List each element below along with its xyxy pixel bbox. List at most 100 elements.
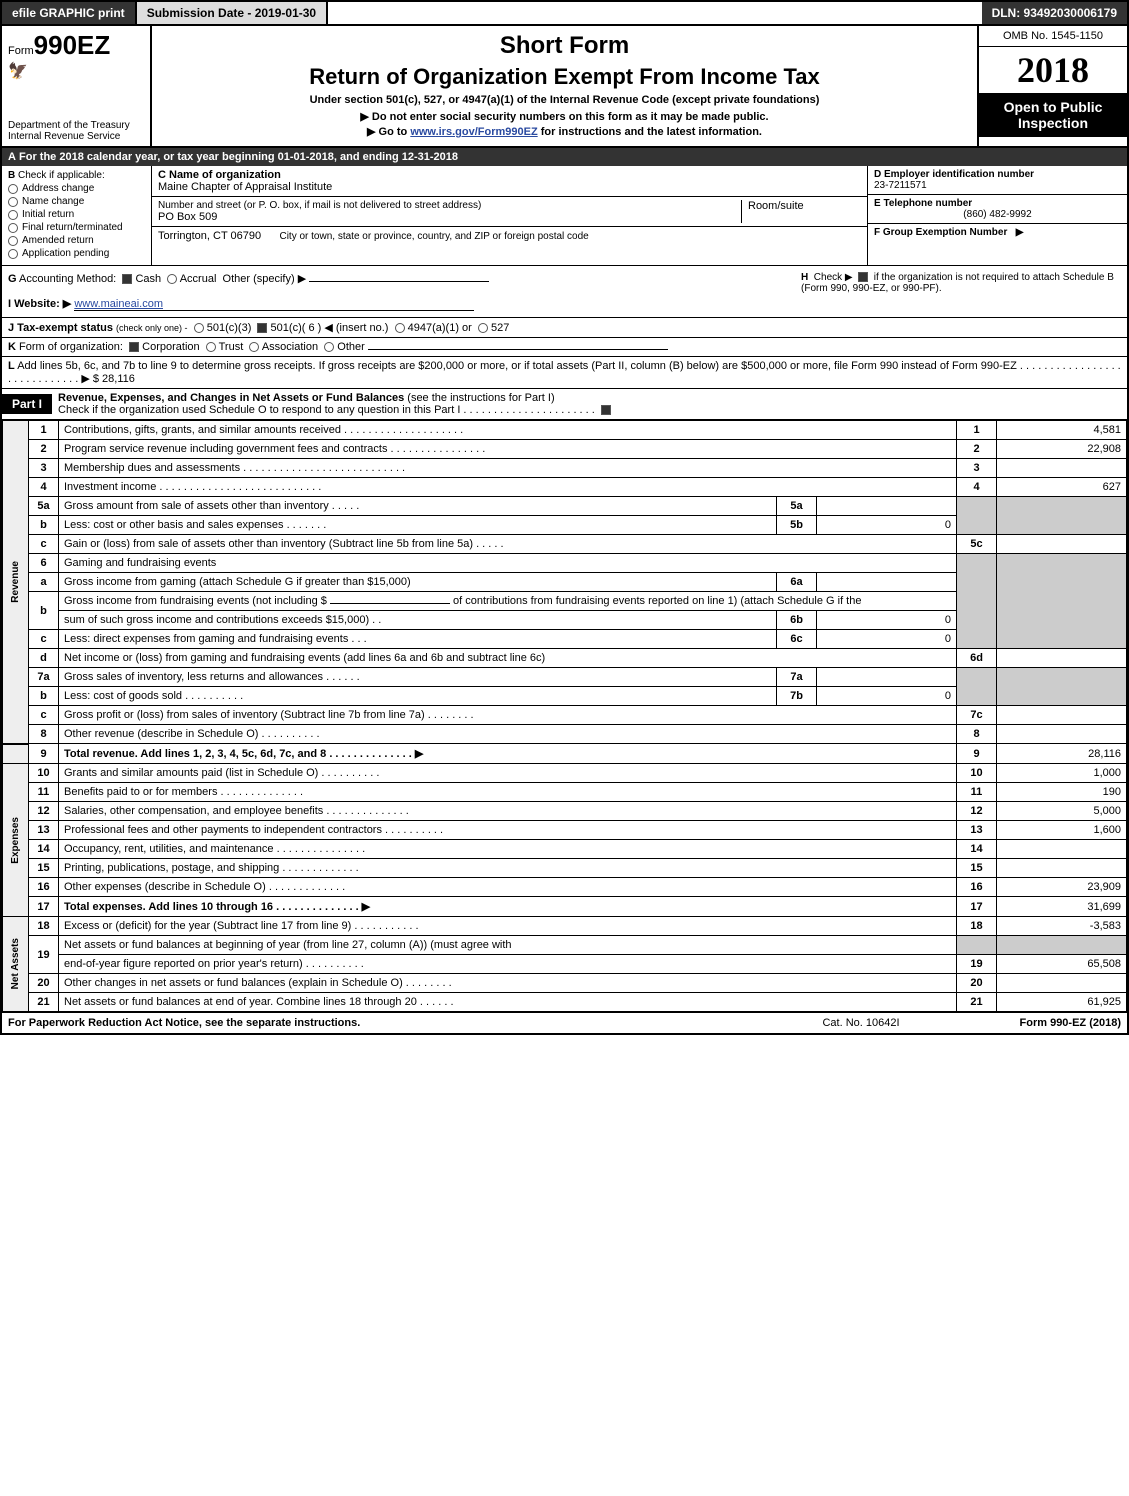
k-label: K — [8, 341, 16, 353]
header-left: Form990EZ 🦅 Department of the Treasury I… — [2, 26, 152, 146]
l3-desc: Membership dues and assessments . . . . … — [59, 459, 957, 478]
form-number: 990EZ — [34, 30, 111, 60]
revenue-section-label: Revenue — [8, 551, 23, 613]
l7b-subref: 7b — [777, 687, 817, 706]
chk-schedule-o[interactable] — [601, 405, 611, 415]
other-specify-input[interactable] — [309, 281, 489, 282]
chk-initial-return[interactable] — [8, 210, 18, 220]
lbl-527: 527 — [491, 322, 509, 334]
l6b-subval: 0 — [817, 611, 957, 630]
l7a-subval — [817, 668, 957, 687]
chk-501c[interactable] — [257, 323, 267, 333]
chk-other-org[interactable] — [324, 342, 334, 352]
irs-link[interactable]: www.irs.gov/Form990EZ — [410, 126, 537, 138]
inst2-pre: ▶ Go to — [367, 126, 410, 138]
chk-name-change[interactable] — [8, 197, 18, 207]
l13-num: 13 — [29, 821, 59, 840]
l5a-subval — [817, 497, 957, 516]
return-title: Return of Organization Exempt From Incom… — [158, 64, 971, 90]
l6b-blank[interactable] — [330, 603, 450, 604]
open-public-2: Inspection — [1018, 115, 1088, 131]
l2-desc: Program service revenue including govern… — [59, 440, 957, 459]
f-label: F Group Exemption Number — [874, 227, 1007, 238]
chk-4947[interactable] — [395, 323, 405, 333]
lbl-other-org: Other — [337, 341, 365, 353]
l20-val — [997, 974, 1127, 993]
lbl-amended-return: Amended return — [22, 235, 94, 246]
l3-num: 3 — [29, 459, 59, 478]
l5ab-val-grey — [997, 497, 1127, 535]
chk-h[interactable] — [858, 272, 868, 282]
other-org-input[interactable] — [368, 349, 668, 350]
l6d-val — [997, 649, 1127, 668]
financial-table: Revenue 1 Contributions, gifts, grants, … — [2, 420, 1127, 1012]
l14-ref: 14 — [957, 840, 997, 859]
chk-corporation[interactable] — [129, 342, 139, 352]
l11-desc: Benefits paid to or for members . . . . … — [59, 783, 957, 802]
l12-num: 12 — [29, 802, 59, 821]
l6a-num: a — [29, 573, 59, 592]
chk-cash[interactable] — [122, 274, 132, 284]
netassets-section-label: Net Assets — [8, 928, 23, 999]
lbl-other: Other (specify) ▶ — [223, 273, 307, 285]
l20-ref: 20 — [957, 974, 997, 993]
row-a-label: A — [8, 151, 16, 163]
chk-accrual[interactable] — [167, 274, 177, 284]
e-label: E Telephone number — [874, 198, 972, 209]
open-public-1: Open to Public — [1004, 99, 1103, 115]
chk-association[interactable] — [249, 342, 259, 352]
form-page: efile GRAPHIC print Submission Date - 20… — [0, 0, 1129, 1035]
chk-501c3[interactable] — [194, 323, 204, 333]
l11-val: 190 — [997, 783, 1127, 802]
l7b-num: b — [29, 687, 59, 706]
l7b-subval: 0 — [817, 687, 957, 706]
g-text: Accounting Method: — [19, 273, 116, 285]
footer-form-ref: Form 990-EZ (2018) — [961, 1017, 1121, 1029]
l3-val — [997, 459, 1127, 478]
l13-val: 1,600 — [997, 821, 1127, 840]
omb-number: OMB No. 1545-1150 — [979, 26, 1127, 47]
top-bar: efile GRAPHIC print Submission Date - 20… — [2, 2, 1127, 24]
l12-ref: 12 — [957, 802, 997, 821]
l15-num: 15 — [29, 859, 59, 878]
c-name-label: C Name of organization — [158, 169, 281, 181]
room-suite-label: Room/suite — [741, 200, 861, 223]
chk-application-pending[interactable] — [8, 249, 18, 259]
l5a-desc: Gross amount from sale of assets other t… — [59, 497, 777, 516]
l1-val: 4,581 — [997, 421, 1127, 440]
dept-irs: Internal Revenue Service — [8, 131, 144, 142]
chk-527[interactable] — [478, 323, 488, 333]
l19-val: 65,508 — [997, 955, 1127, 974]
website-link[interactable]: www.maineai.com — [74, 298, 474, 311]
lbl-name-change: Name change — [22, 196, 84, 207]
l16-val: 23,909 — [997, 878, 1127, 897]
l8-desc: Other revenue (describe in Schedule O) .… — [59, 725, 957, 744]
l6c-subval: 0 — [817, 630, 957, 649]
l6a-subval — [817, 573, 957, 592]
dept-treasury: Department of the Treasury — [8, 120, 144, 131]
efile-print-button[interactable]: efile GRAPHIC print — [2, 2, 137, 24]
l7ab-val-grey — [997, 668, 1127, 706]
chk-address-change[interactable] — [8, 184, 18, 194]
l1-ref: 1 — [957, 421, 997, 440]
inst2-post: for instructions and the latest informat… — [538, 126, 762, 138]
org-city: Torrington, CT 06790 — [158, 230, 261, 242]
l18-val: -3,583 — [997, 917, 1127, 936]
header-right: OMB No. 1545-1150 2018 Open to Public In… — [977, 26, 1127, 146]
instruction-2: ▶ Go to www.irs.gov/Form990EZ for instru… — [158, 125, 971, 138]
chk-final-return[interactable] — [8, 223, 18, 233]
chk-trust[interactable] — [206, 342, 216, 352]
i-label: I Website: ▶ — [8, 298, 71, 310]
l17-ref: 17 — [957, 897, 997, 917]
l14-val — [997, 840, 1127, 859]
l17-val: 31,699 — [997, 897, 1127, 917]
ein: 23-7211571 — [874, 180, 927, 191]
lbl-address-change: Address change — [22, 183, 94, 194]
lbl-corporation: Corporation — [142, 341, 199, 353]
l5c-val — [997, 535, 1127, 554]
chk-amended-return[interactable] — [8, 236, 18, 246]
l6b-num: b — [29, 592, 59, 630]
irs-eagle-icon: 🦅 — [8, 61, 144, 81]
l9-num: 9 — [29, 744, 59, 764]
l18-desc: Excess or (deficit) for the year (Subtra… — [59, 917, 957, 936]
